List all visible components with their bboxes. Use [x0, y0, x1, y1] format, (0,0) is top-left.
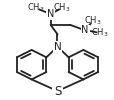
- Text: N: N: [47, 9, 54, 19]
- Text: CH$_3$: CH$_3$: [91, 26, 108, 39]
- Text: CH$_3$: CH$_3$: [83, 15, 100, 27]
- Text: CH$_3$: CH$_3$: [27, 2, 44, 14]
- Text: CH$_3$: CH$_3$: [53, 2, 70, 14]
- Text: S: S: [53, 84, 61, 98]
- Text: N: N: [53, 42, 61, 52]
- Text: N: N: [81, 25, 88, 35]
